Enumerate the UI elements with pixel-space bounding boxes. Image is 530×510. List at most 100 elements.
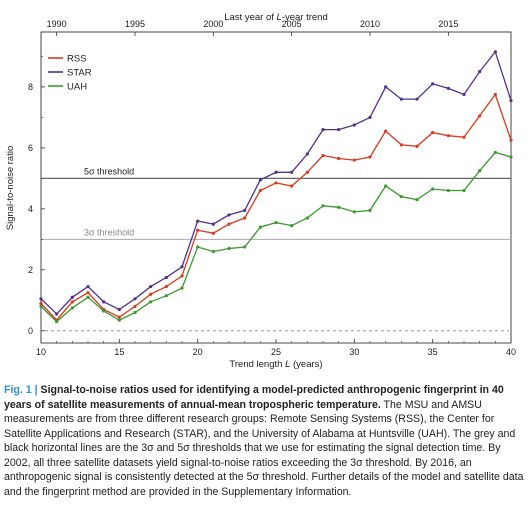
data-point-star: [462, 92, 466, 97]
legend-label-rss: RSS: [67, 54, 87, 65]
data-point-uah: [399, 195, 403, 199]
data-point-star: [133, 297, 137, 301]
data-point-star: [227, 213, 231, 217]
data-point-star: [274, 170, 278, 174]
data-point-uah: [243, 245, 247, 249]
data-point-rss: [509, 138, 513, 142]
data-point-rss: [274, 181, 278, 185]
x-axis-title: Trend length L (years): [229, 359, 322, 370]
threshold-3sigma-label: 3σ threshold: [84, 227, 134, 237]
caption-fig-label: Fig. 1 |: [4, 384, 38, 396]
y-tick-label: 2: [28, 265, 33, 275]
caption-body: The MSU and AMSU measurements are from t…: [4, 398, 524, 498]
data-point-rss: [227, 222, 231, 226]
data-point-rss: [337, 156, 341, 161]
data-point-rss: [352, 158, 356, 162]
x-tick-label: 10: [36, 347, 46, 357]
data-point-rss: [305, 170, 309, 174]
plot-area: [40, 31, 512, 344]
data-point-rss: [415, 144, 419, 148]
x-tick-label: 40: [506, 347, 516, 357]
data-point-rss: [446, 134, 450, 138]
figure-caption: Fig. 1 | Signal-to-noise ratios used for…: [4, 383, 526, 499]
top-axis-title: Last year of L-year trend: [224, 12, 328, 23]
y-tick-label: 0: [28, 326, 33, 336]
top-tick-label: 2005: [282, 19, 302, 29]
data-point-uah: [102, 309, 106, 313]
y-tick-label: 8: [28, 82, 33, 92]
data-point-star: [446, 86, 450, 91]
data-point-star: [149, 284, 153, 289]
data-point-rss: [493, 92, 497, 97]
data-point-rss: [211, 231, 215, 235]
data-point-uah: [352, 210, 356, 214]
data-point-star: [352, 123, 356, 127]
top-tick-label: 1990: [47, 19, 67, 29]
data-point-uah: [133, 310, 137, 315]
x-tick-label: 35: [428, 347, 438, 357]
data-point-rss: [86, 291, 90, 295]
y-tick-label: 6: [28, 143, 33, 153]
x-tick-label: 20: [193, 347, 203, 357]
data-point-rss: [368, 155, 372, 159]
data-point-rss: [243, 216, 247, 220]
chart: 3σ threshold 5σ threshold 10 15 20 25 30 35 40…: [5, 12, 516, 370]
data-point-star: [55, 312, 59, 316]
data-point-star: [493, 50, 497, 54]
data-point-star: [39, 297, 43, 301]
top-tick-label: 1995: [125, 19, 145, 29]
data-point-star: [70, 295, 74, 299]
data-point-star: [258, 178, 262, 182]
series-line-rss: [40, 93, 512, 322]
data-point-star: [211, 222, 215, 226]
data-point-uah: [55, 320, 59, 324]
data-point-star: [243, 208, 247, 212]
data-point-uah: [86, 295, 90, 299]
data-point-rss: [478, 114, 482, 118]
data-point-uah: [478, 169, 482, 173]
data-point-uah: [509, 155, 513, 159]
data-point-uah: [164, 294, 168, 298]
data-point-uah: [290, 224, 294, 228]
data-point-uah: [211, 249, 215, 254]
data-point-uah: [39, 304, 43, 309]
data-point-star: [478, 70, 482, 74]
data-point-rss: [39, 301, 43, 305]
y-axis-title: Signal-to-noise ratio: [5, 146, 16, 231]
top-tick-label: 2000: [203, 19, 223, 29]
data-point-rss: [462, 135, 466, 139]
data-point-star: [509, 99, 513, 103]
data-point-rss: [70, 300, 74, 304]
data-point-star: [180, 265, 184, 269]
data-point-star: [164, 275, 168, 280]
data-point-star: [321, 127, 325, 132]
data-point-uah: [462, 188, 466, 193]
data-point-star: [117, 307, 121, 312]
data-point-star: [384, 85, 388, 89]
top-tick-label: 2010: [360, 19, 380, 29]
top-tick-label: 2015: [438, 19, 458, 29]
x-tick-label: 15: [114, 347, 124, 357]
data-point-star: [196, 219, 200, 223]
data-point-uah: [149, 300, 153, 304]
legend-label-uah: UAH: [67, 82, 87, 93]
legend-label-star: STAR: [67, 68, 92, 79]
data-point-rss: [431, 131, 435, 135]
threshold-5sigma-label: 5σ threshold: [84, 166, 134, 176]
data-point-rss: [399, 143, 403, 147]
data-point-star: [368, 115, 372, 119]
data-point-uah: [415, 198, 419, 202]
data-point-rss: [180, 274, 184, 278]
data-point-star: [415, 97, 419, 101]
data-point-rss: [196, 228, 200, 232]
data-point-star: [290, 170, 294, 174]
data-point-rss: [117, 315, 121, 319]
data-point-uah: [258, 225, 262, 229]
data-point-uah: [180, 286, 184, 290]
data-point-uah: [368, 208, 372, 212]
data-point-rss: [149, 292, 153, 296]
y-tick-label: 4: [28, 204, 33, 214]
data-point-uah: [446, 188, 450, 193]
data-point-rss: [321, 153, 325, 158]
data-point-uah: [337, 205, 341, 209]
